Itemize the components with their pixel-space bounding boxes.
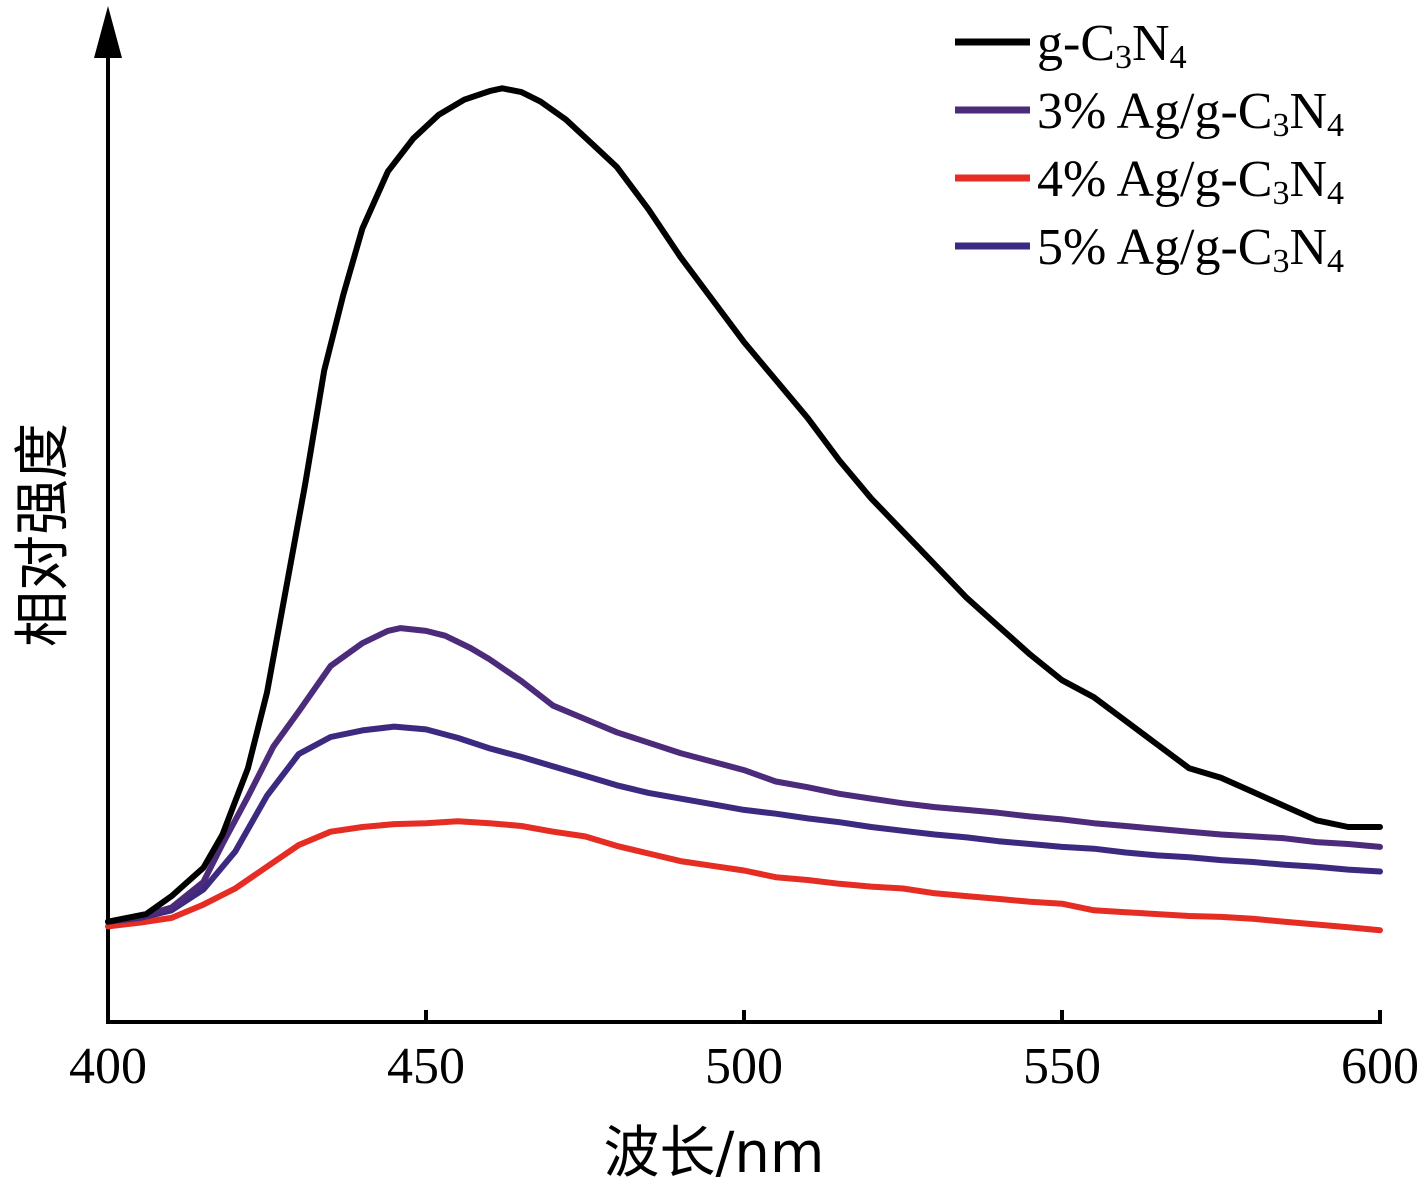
y-axis-title: 相对强度 <box>11 423 76 647</box>
series-line <box>105 723 1383 925</box>
x-tick-label: 400 <box>69 1038 147 1095</box>
series-line <box>105 85 1383 925</box>
y-axis-arrow <box>94 6 122 58</box>
x-ticks <box>106 1010 1382 1022</box>
x-tick-label: 550 <box>1023 1038 1101 1095</box>
legend-label: 5% Ag/g-C3N4 <box>1037 219 1344 280</box>
legend-subscript: 3 <box>1115 39 1132 76</box>
x-tick-labels: 400 450 500 550 600 <box>69 1038 1417 1095</box>
legend-text-part: 5% Ag/g-C <box>1037 219 1272 276</box>
legend-subscript: 4 <box>1327 175 1344 212</box>
legend-text-part: 3% Ag/g-C <box>1037 83 1272 140</box>
legend-label: 3% Ag/g-C3N4 <box>1037 83 1344 144</box>
legend-text-part: N <box>1289 83 1327 140</box>
legend-subscript: 4 <box>1327 243 1344 280</box>
legend-text-part: N <box>1289 151 1327 208</box>
x-tick-label: 450 <box>387 1038 465 1095</box>
legend-subscript: 4 <box>1327 107 1344 144</box>
series-line <box>105 625 1383 925</box>
legend-text-part: g-C <box>1037 15 1115 72</box>
legend-text-part: N <box>1132 15 1170 72</box>
legend-subscript: 3 <box>1272 243 1289 280</box>
series-line <box>105 818 1383 934</box>
series-lines <box>105 85 1383 934</box>
x-tick-label: 600 <box>1341 1038 1417 1095</box>
legend-subscript: 4 <box>1170 39 1187 76</box>
legend-label: g-C3N4 <box>1037 15 1187 76</box>
x-axis-title: 波长/nm <box>604 1121 825 1181</box>
legend-subscript: 3 <box>1272 107 1289 144</box>
legend-subscript: 3 <box>1272 175 1289 212</box>
legend-label: 4% Ag/g-C3N4 <box>1037 151 1344 212</box>
x-tick-label: 500 <box>705 1038 783 1095</box>
legend-text-part: N <box>1289 219 1327 276</box>
legend-text-part: 4% Ag/g-C <box>1037 151 1272 208</box>
